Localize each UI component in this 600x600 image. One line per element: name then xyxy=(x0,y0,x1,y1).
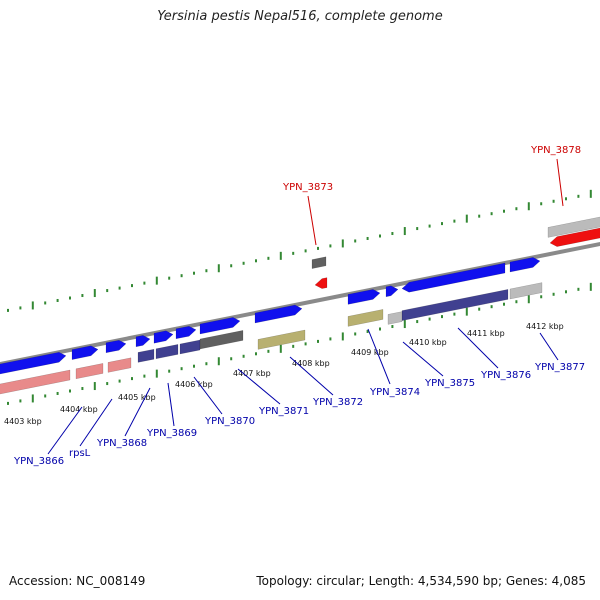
forward-gene xyxy=(347,289,381,305)
tick-marks xyxy=(7,189,592,405)
gene-leader-line xyxy=(289,356,334,396)
cds-block xyxy=(401,289,509,321)
gene-leader-line xyxy=(237,368,281,405)
forward-gene xyxy=(0,351,67,375)
forward-gene xyxy=(175,325,197,340)
highlight-gene-label: YPN_3873 xyxy=(282,182,333,193)
gene-label: YPN_3871 xyxy=(258,406,309,417)
light-gray-feature xyxy=(387,311,403,325)
forward-gene xyxy=(135,335,151,348)
gene-leader-line xyxy=(79,398,113,447)
kbp-tick-label: 4409 kbp xyxy=(351,348,389,357)
forward-gene xyxy=(153,330,174,344)
kbp-tick-label: 4407 kbp xyxy=(233,369,271,378)
cds-block xyxy=(155,344,179,360)
gene-label: YPN_3866 xyxy=(13,456,64,467)
gene-leader-line xyxy=(47,406,83,455)
gene-leader-line xyxy=(539,332,559,361)
gray-feature xyxy=(199,330,244,350)
reverse-gene xyxy=(75,363,104,380)
gene-leader-line xyxy=(307,195,317,246)
kbp-tick-label: 4412 kbp xyxy=(526,322,564,331)
gene-label: YPN_3874 xyxy=(369,387,420,398)
forward-gene xyxy=(105,339,127,354)
backbone-line xyxy=(0,241,600,367)
features xyxy=(0,216,600,395)
kbp-tick-label: 4406 kbp xyxy=(175,380,213,389)
gene-label: YPN_3876 xyxy=(480,370,531,381)
gene-leader-line xyxy=(402,341,444,377)
gene-label: YPN_3868 xyxy=(96,438,147,449)
gene-label: YPN_3877 xyxy=(534,362,585,373)
forward-gene xyxy=(385,285,399,298)
highlight-gene xyxy=(314,277,328,289)
genome-title: Yersinia pestis Nepal516, complete genom… xyxy=(157,9,443,24)
olive-feature xyxy=(347,309,384,327)
gene-leader-line xyxy=(124,387,151,437)
forward-gene xyxy=(254,304,303,324)
gene-leader-line xyxy=(556,158,564,207)
gene-leader-line xyxy=(193,376,223,415)
gray-feature xyxy=(311,256,327,269)
kbp-tick-label: 4403 kbp xyxy=(4,417,42,426)
gene-leader-line xyxy=(167,382,175,427)
gene-labels: 4403 kbp 4404 kbp 4405 kbp 4406 kbp 4407 kbp… xyxy=(4,145,585,467)
gene-leader-line xyxy=(367,328,391,385)
highlight-gene-label: YPN_3878 xyxy=(530,145,581,156)
accession-text: Accession: NC_008149 xyxy=(9,574,146,588)
kbp-tick-label: 4405 kbp xyxy=(118,393,156,402)
reverse-gene xyxy=(107,357,132,373)
reverse-gene xyxy=(0,369,71,395)
kbp-tick-label: 4404 kbp xyxy=(60,405,98,414)
olive-feature xyxy=(257,329,306,350)
gene-label: YPN_3872 xyxy=(312,397,363,408)
cds-block xyxy=(137,348,155,363)
kbp-tick-label: 4408 kbp xyxy=(292,359,330,368)
kbp-tick-label: 4411 kbp xyxy=(467,329,505,338)
gene-label: YPN_3869 xyxy=(146,428,197,439)
kbp-tick-label: 4410 kbp xyxy=(409,338,447,347)
gene-label: rpsL xyxy=(69,448,91,459)
forward-gene xyxy=(71,345,99,360)
genome-summary-text: Topology: circular; Length: 4,534,590 bp… xyxy=(256,574,586,588)
forward-gene xyxy=(199,317,241,335)
gene-label: YPN_3875 xyxy=(424,378,475,389)
light-gray-feature xyxy=(509,282,543,300)
highlight-gene xyxy=(549,227,600,247)
backbone xyxy=(0,241,600,367)
light-gray-feature xyxy=(547,216,600,238)
gene-leader-line xyxy=(457,327,499,369)
cds-block xyxy=(179,339,201,355)
forward-gene xyxy=(401,262,506,293)
forward-gene xyxy=(509,257,541,273)
gene-label: YPN_3870 xyxy=(204,416,255,427)
